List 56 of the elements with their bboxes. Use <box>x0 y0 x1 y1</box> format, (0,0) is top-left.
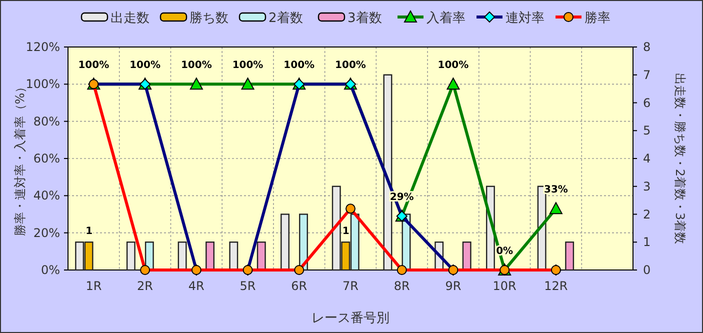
legend-label: 2着数 <box>268 10 303 26</box>
y2-tick-label: 1 <box>643 235 651 250</box>
y2-tick-label: 4 <box>643 152 651 166</box>
data-label: 1 <box>342 226 350 238</box>
y2-tick-label: 8 <box>643 40 651 54</box>
point <box>241 78 254 90</box>
x-tick-label: 4R <box>188 279 204 293</box>
y-tick-label: 0% <box>40 263 60 277</box>
y2-tick-label: 7 <box>643 68 651 82</box>
legend-label: 勝ち数 <box>190 11 228 26</box>
y-axis-title: 勝率・連対率・入着率（%） <box>13 80 27 236</box>
point <box>346 204 356 214</box>
data-label: 1 <box>86 226 93 238</box>
data-label: 100% <box>335 60 366 72</box>
point <box>446 78 460 90</box>
point <box>549 202 562 214</box>
y-tick-label: 20% <box>33 226 60 240</box>
legend-label: 入着率 <box>426 10 466 26</box>
bar <box>565 242 574 271</box>
x-tick-label: 6R <box>291 279 308 293</box>
y-tick-label: 100% <box>26 77 60 92</box>
data-label: 100% <box>232 60 264 72</box>
y2-tick-label: 6 <box>643 96 651 110</box>
legend-label: 出走数 <box>110 11 150 26</box>
y-tick-label: 40% <box>33 188 60 203</box>
x-axis-title: レース番号別 <box>312 311 390 326</box>
x-tick-label: 1R <box>86 279 102 293</box>
x-tick-label: 2R <box>137 279 154 293</box>
y-tick-label: 60% <box>33 152 60 166</box>
y2-tick-label: 5 <box>643 124 651 138</box>
x-tick-label: 9R <box>445 279 462 293</box>
point <box>140 265 150 275</box>
y-tick-label: 120% <box>26 40 60 54</box>
y-tick-label: 80% <box>33 114 60 128</box>
bar <box>299 214 308 271</box>
bar <box>126 242 136 271</box>
legend-label: 3着数 <box>348 10 382 26</box>
x-tick-label: 7R <box>342 279 358 293</box>
point <box>294 265 304 275</box>
data-label: 100% <box>78 60 110 72</box>
point <box>396 265 407 275</box>
x-tick-label: 8R <box>394 279 410 293</box>
y2-axis-title: 出走数・勝ち数・2着数・3着数 <box>673 72 687 244</box>
x-tick-label: 10R <box>492 279 516 293</box>
point <box>190 78 203 90</box>
x-tick-label: 5R <box>240 279 256 293</box>
data-label: 100% <box>284 60 315 72</box>
legend-label: 勝率 <box>584 10 610 26</box>
data-label: 100% <box>130 60 160 72</box>
legend-label: 連対率 <box>506 10 544 26</box>
data-label: 100% <box>438 60 469 72</box>
y2-tick-label: 2 <box>643 207 651 222</box>
y2-tick-label: 0 <box>643 263 651 277</box>
x-tick-label: 12R <box>544 279 568 293</box>
data-label: 100% <box>180 60 212 72</box>
y2-tick-label: 3 <box>643 179 651 194</box>
